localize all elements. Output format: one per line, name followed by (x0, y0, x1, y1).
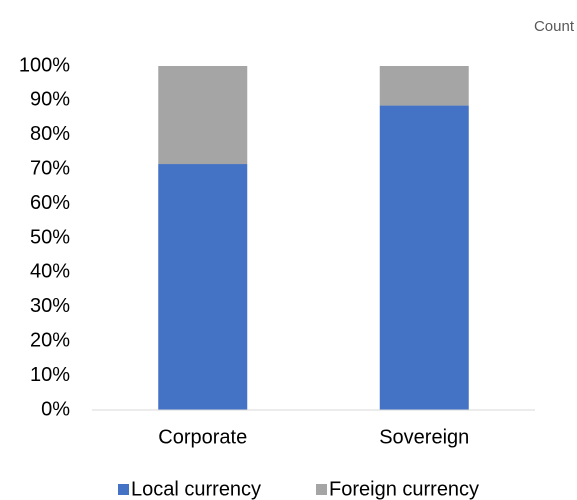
bar-segment (379, 105, 469, 410)
legend-swatch (118, 484, 129, 495)
y-tick-label: 70% (30, 157, 70, 179)
bar-segment (158, 164, 248, 410)
chart-subtitle: Count (534, 18, 575, 35)
x-tick-label: Corporate (158, 426, 247, 448)
y-tick-label: 10% (30, 364, 70, 386)
y-tick-label: 0% (41, 398, 70, 420)
bar-segment (379, 66, 469, 106)
legend-swatch (316, 484, 327, 495)
y-tick-label: 30% (30, 295, 70, 317)
legend-label: Foreign currency (329, 478, 479, 500)
y-tick-label: 90% (30, 89, 70, 111)
y-tick-label: 40% (30, 261, 70, 283)
legend-label: Local currency (131, 478, 261, 500)
y-tick-label: 20% (30, 329, 70, 351)
y-tick-label: 100% (19, 54, 70, 76)
y-tick-label: 80% (30, 123, 70, 145)
x-tick-label: Sovereign (379, 426, 469, 448)
y-tick-label: 60% (30, 192, 70, 214)
y-tick-label: 50% (30, 226, 70, 248)
bar-segment (158, 66, 248, 165)
